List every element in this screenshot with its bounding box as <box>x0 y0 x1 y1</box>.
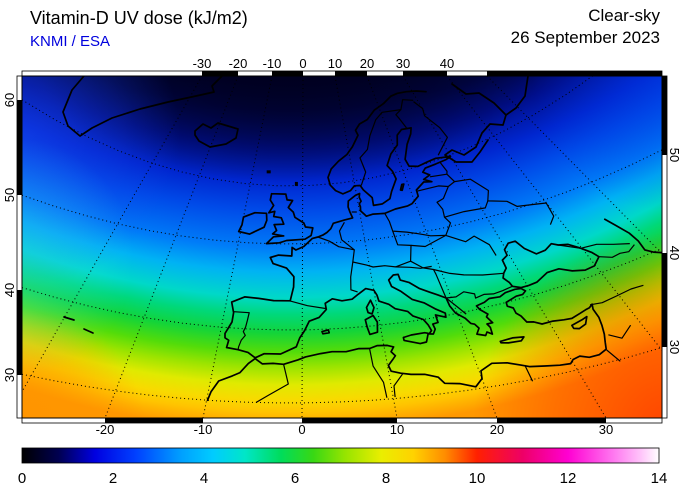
frame-zebra <box>661 75 668 419</box>
bottom-axis-tick-label: -20 <box>96 422 115 437</box>
bottom-axis-tick-label: 0 <box>298 422 305 437</box>
top-axis-tick-label: 0 <box>299 56 306 71</box>
top-axis-tick-label: 40 <box>440 56 454 71</box>
left-axis-tick-label: 30 <box>2 368 17 382</box>
bottom-axis-tick-label: 30 <box>599 422 613 437</box>
map-field <box>22 76 662 418</box>
colorbar-tick-label: 10 <box>469 470 486 487</box>
frame-zebra <box>21 417 663 424</box>
graticule <box>22 76 662 418</box>
colorbar-tick-label: 0 <box>18 470 26 487</box>
frame-zebra <box>21 70 663 77</box>
left-axis-tick-label: 50 <box>2 188 17 202</box>
date-label: 26 September 2023 <box>510 28 660 47</box>
top-axis-tick-label: 10 <box>328 56 342 71</box>
colorbar-tick-label: 12 <box>560 470 577 487</box>
colorbar-tick-label: 4 <box>200 470 208 487</box>
source-credit: KNMI / ESA <box>30 33 111 50</box>
top-axis-tick-label: -10 <box>263 56 282 71</box>
map-frame <box>21 75 663 419</box>
right-axis-tick-label: 30 <box>667 340 682 354</box>
sky-condition-label: Clear-sky <box>588 6 660 25</box>
small-islands <box>266 170 298 186</box>
bottom-axis-tick-label: -10 <box>194 422 213 437</box>
left-axis-tick-label: 40 <box>2 283 17 297</box>
page-title: Vitamin-D UV dose (kJ/m2) <box>30 8 248 28</box>
right-axis-tick-label: 50 <box>667 148 682 162</box>
top-axis-tick-label: -30 <box>193 56 212 71</box>
bottom-axis-tick-label: 10 <box>390 422 404 437</box>
colorbar-tick-label: 6 <box>291 470 299 487</box>
country-borders <box>233 99 644 404</box>
colorbar-tick-label: 8 <box>382 470 390 487</box>
colorbar <box>21 447 660 464</box>
frame-zebra <box>16 75 23 419</box>
coastlines <box>62 76 662 402</box>
colorbar-tick-label: 2 <box>109 470 117 487</box>
right-axis-tick-label: 40 <box>667 246 682 260</box>
top-axis-tick-label: -20 <box>229 56 248 71</box>
colorbar-tick-label: 14 <box>651 470 668 487</box>
top-axis-tick-label: 30 <box>396 56 410 71</box>
left-axis-tick-label: 60 <box>2 93 17 107</box>
top-axis-tick-label: 20 <box>360 56 374 71</box>
bottom-axis-tick-label: 20 <box>490 422 504 437</box>
